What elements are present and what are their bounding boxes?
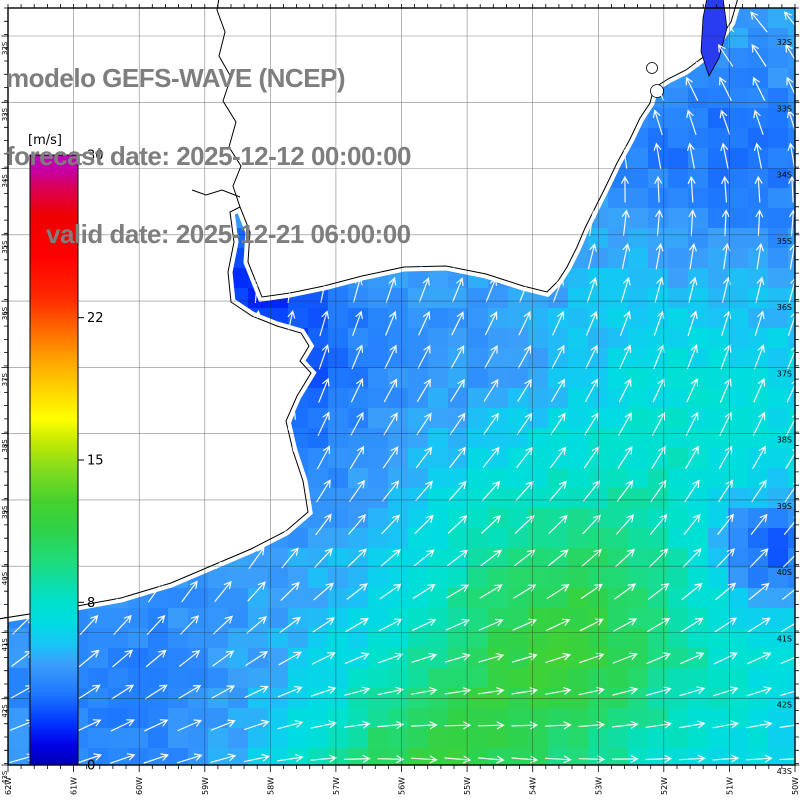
colorbar-gradient xyxy=(29,154,79,766)
longitude-tick-label: 62W xyxy=(4,777,13,795)
latitude-tick-label: 38S xyxy=(1,439,9,453)
latitude-tick-labels: 32S 32S 33S 33S 34S 34S 35S 35S 36S 36S 37S 37S 38S 3… xyxy=(1,38,792,784)
valid-date-line: valid date: 2025-12-21 06:00:00 xyxy=(46,219,411,249)
latitude-tick-label: 32S xyxy=(777,38,792,47)
river-lines xyxy=(191,0,242,208)
latitude-tick-label: 42S xyxy=(1,704,9,718)
latitude-tick-label: 41S xyxy=(777,635,792,644)
latitude-tick-label: 36S xyxy=(1,306,9,320)
longitude-tick-label: 52W xyxy=(660,777,669,795)
latitude-tick-label: 43S xyxy=(777,767,792,776)
latitude-tick-label: 40S xyxy=(1,571,9,585)
longitude-tick-label: 56W xyxy=(398,777,407,795)
latitude-tick-label: 37S xyxy=(777,369,792,378)
latitude-tick-label: 34S xyxy=(777,171,792,180)
latitude-tick-label: 42S xyxy=(777,701,792,710)
longitude-tick-label: 59W xyxy=(201,777,210,795)
colorbar-tick-label: 8 xyxy=(87,596,95,611)
coastline xyxy=(0,0,738,620)
longitude-tick-label: 53W xyxy=(594,777,603,795)
latitude-tick-label: 39S xyxy=(1,505,9,519)
small-lagoon-icon xyxy=(646,62,658,74)
longitude-tick-label: 60W xyxy=(135,777,144,795)
latitude-tick-label: 35S xyxy=(777,237,792,246)
colorbar: [m/s] 30 22 15 8 0 xyxy=(28,133,104,774)
coastal-lagoon xyxy=(700,0,728,77)
latitude-tick-label: 37S xyxy=(1,372,9,386)
latitude-tick-label: 33S xyxy=(777,104,792,113)
latitude-tick-label: 33S xyxy=(1,107,9,121)
longitude-tick-label: 50W xyxy=(791,777,800,795)
longitude-tick-label: 58W xyxy=(266,777,275,795)
colorbar-tick-label: 22 xyxy=(87,311,104,326)
axis-tick-marks xyxy=(1,4,800,772)
colorbar-tick-labels: 30 22 15 8 0 xyxy=(78,149,104,774)
colorbar-unit-label: [m/s] xyxy=(28,133,62,148)
forecast-date-line: forecast date: 2025-12-12 00:00:00 xyxy=(6,141,412,171)
latitude-tick-label: 35S xyxy=(1,240,9,254)
latitude-tick-label: 40S xyxy=(777,568,792,577)
latitude-tick-label: 43S xyxy=(1,770,9,784)
longitude-tick-labels: 62W 61W 60W 59W 58W 57W 56W 55W 54W 53W 52W 51W 50W xyxy=(4,777,800,795)
latitude-tick-label: 39S xyxy=(777,502,792,511)
longitude-tick-label: 55W xyxy=(463,777,472,795)
latitude-tick-label: 36S xyxy=(777,303,792,312)
longitude-tick-label: 61W xyxy=(70,777,79,795)
colorbar-tick-label: 30 xyxy=(87,149,104,164)
colorbar-tick-label: 15 xyxy=(87,454,104,469)
latitude-tick-label: 41S xyxy=(1,638,9,652)
longitude-tick-label: 54W xyxy=(529,777,538,795)
latitude-tick-label: 34S xyxy=(1,174,9,188)
chart-title: modelo GEFS-WAVE (NCEP) xyxy=(6,63,346,93)
latitude-tick-label: 38S xyxy=(777,436,792,445)
longitude-tick-label: 57W xyxy=(332,777,341,795)
chart-title-block: modelo GEFS-WAVE (NCEP) forecast date: 2… xyxy=(6,13,412,299)
latitude-tick-label: 32S xyxy=(1,41,9,55)
longitude-tick-label: 51W xyxy=(725,777,734,795)
colorbar-tick-label: 0 xyxy=(87,759,95,774)
